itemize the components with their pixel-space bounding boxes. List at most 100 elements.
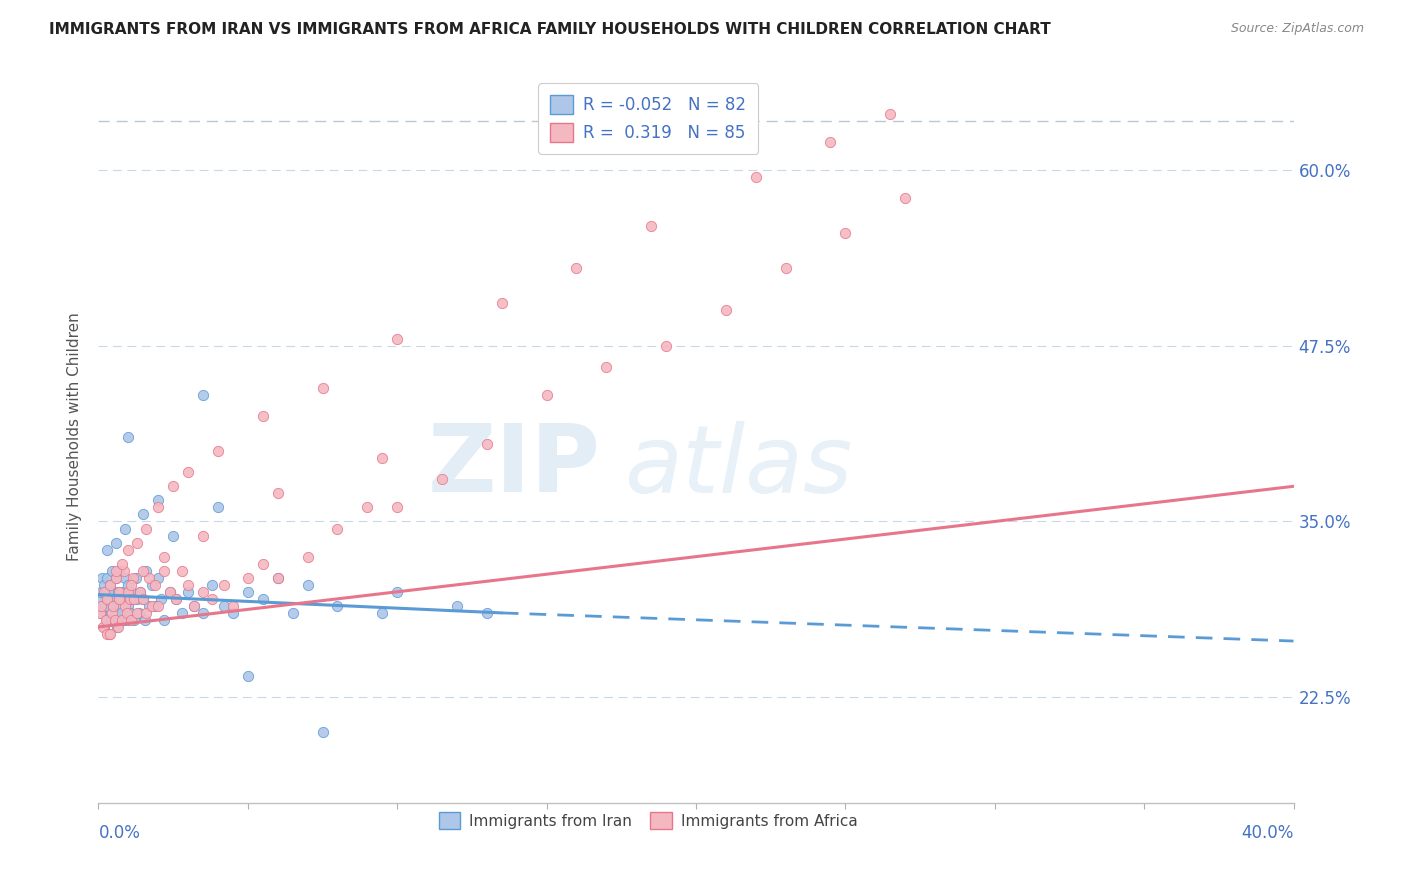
Point [96, 627, 118, 641]
Point [127, 535, 149, 549]
Point [91, 599, 114, 613]
Point [98, 578, 122, 592]
Point [148, 599, 170, 613]
Point [111, 591, 134, 606]
Point [127, 606, 149, 620]
Point [96, 591, 118, 606]
Point [879, 106, 901, 120]
Point [93, 584, 115, 599]
Point [201, 591, 224, 606]
Point [125, 571, 148, 585]
Point [112, 613, 135, 627]
Text: atlas: atlas [624, 421, 852, 512]
Point [121, 591, 143, 606]
Point [120, 584, 142, 599]
Legend: Immigrants from Iran, Immigrants from Africa: Immigrants from Iran, Immigrants from Af… [433, 805, 863, 836]
Point [111, 557, 134, 571]
Point [565, 261, 588, 276]
Point [222, 606, 245, 620]
Point [311, 725, 333, 739]
Point [132, 591, 155, 606]
Point [252, 409, 274, 423]
Point [90, 606, 112, 620]
Point [108, 564, 131, 578]
Point [114, 571, 136, 585]
Point [820, 135, 842, 149]
Point [97, 627, 120, 641]
Point [105, 535, 128, 549]
Point [117, 542, 139, 557]
Point [100, 613, 122, 627]
Point [207, 500, 229, 515]
Point [117, 584, 139, 599]
Point [655, 338, 678, 352]
Point [135, 606, 157, 620]
Point [191, 606, 214, 620]
Point [267, 571, 290, 585]
Point [714, 303, 737, 318]
Point [153, 613, 176, 627]
Point [491, 296, 513, 310]
Point [114, 599, 136, 613]
Point [201, 578, 224, 592]
Point [94, 613, 117, 627]
Point [107, 620, 129, 634]
Point [475, 606, 498, 620]
Point [90, 584, 112, 599]
Point [112, 564, 135, 578]
Point [172, 606, 194, 620]
Point [121, 571, 143, 585]
Point [101, 599, 124, 613]
Point [267, 486, 290, 500]
Point [117, 599, 139, 613]
Point [117, 578, 139, 592]
Point [326, 521, 349, 535]
Point [143, 578, 166, 592]
Point [115, 613, 138, 627]
Point [141, 599, 163, 613]
Y-axis label: Family Households with Children: Family Households with Children [66, 313, 82, 561]
Point [183, 599, 205, 613]
Point [177, 465, 200, 479]
Point [132, 591, 155, 606]
Point [236, 584, 259, 599]
Point [212, 599, 235, 613]
Point [129, 584, 152, 599]
Point [98, 591, 121, 606]
Point [595, 359, 617, 374]
Point [90, 599, 112, 613]
Point [326, 599, 349, 613]
Point [745, 169, 768, 184]
Point [91, 620, 114, 634]
Point [132, 564, 155, 578]
Point [177, 578, 200, 592]
Point [94, 584, 117, 599]
Point [104, 571, 127, 585]
Point [105, 620, 128, 634]
Point [94, 599, 117, 613]
Point [138, 571, 160, 585]
Point [148, 571, 170, 585]
Point [101, 606, 124, 620]
Point [103, 599, 125, 613]
Point [172, 564, 194, 578]
Point [191, 584, 214, 599]
Point [191, 528, 214, 542]
Point [222, 599, 245, 613]
Point [132, 508, 155, 522]
Point [97, 627, 120, 641]
Point [148, 493, 170, 508]
Point [236, 669, 259, 683]
Point [108, 599, 131, 613]
Point [138, 599, 160, 613]
Point [143, 599, 166, 613]
Point [124, 591, 146, 606]
Point [115, 606, 138, 620]
Point [640, 219, 662, 233]
Point [148, 500, 170, 515]
Point [162, 528, 184, 542]
Point [108, 591, 131, 606]
Point [150, 591, 173, 606]
Point [98, 578, 122, 592]
Point [93, 620, 115, 634]
